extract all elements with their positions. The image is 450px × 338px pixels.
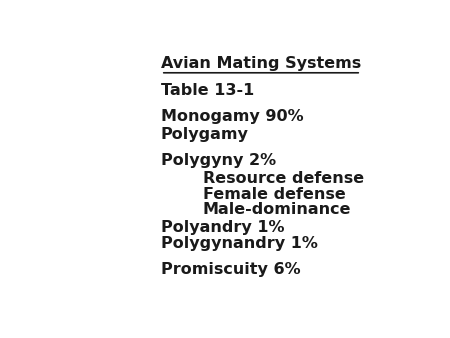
Text: Polyandry 1%: Polyandry 1%	[161, 220, 284, 236]
Text: Table 13-1: Table 13-1	[161, 82, 254, 97]
Text: Monogamy 90%: Monogamy 90%	[161, 108, 303, 123]
Text: Polygamy: Polygamy	[161, 127, 249, 142]
Text: Avian Mating Systems: Avian Mating Systems	[161, 56, 361, 71]
Text: Resource defense: Resource defense	[202, 171, 364, 186]
Text: Male-dominance: Male-dominance	[202, 202, 351, 217]
Text: Polygyny 2%: Polygyny 2%	[161, 153, 276, 168]
Text: Promiscuity 6%: Promiscuity 6%	[161, 262, 301, 277]
Text: Polygynandry 1%: Polygynandry 1%	[161, 236, 318, 251]
Text: Female defense: Female defense	[202, 187, 346, 201]
